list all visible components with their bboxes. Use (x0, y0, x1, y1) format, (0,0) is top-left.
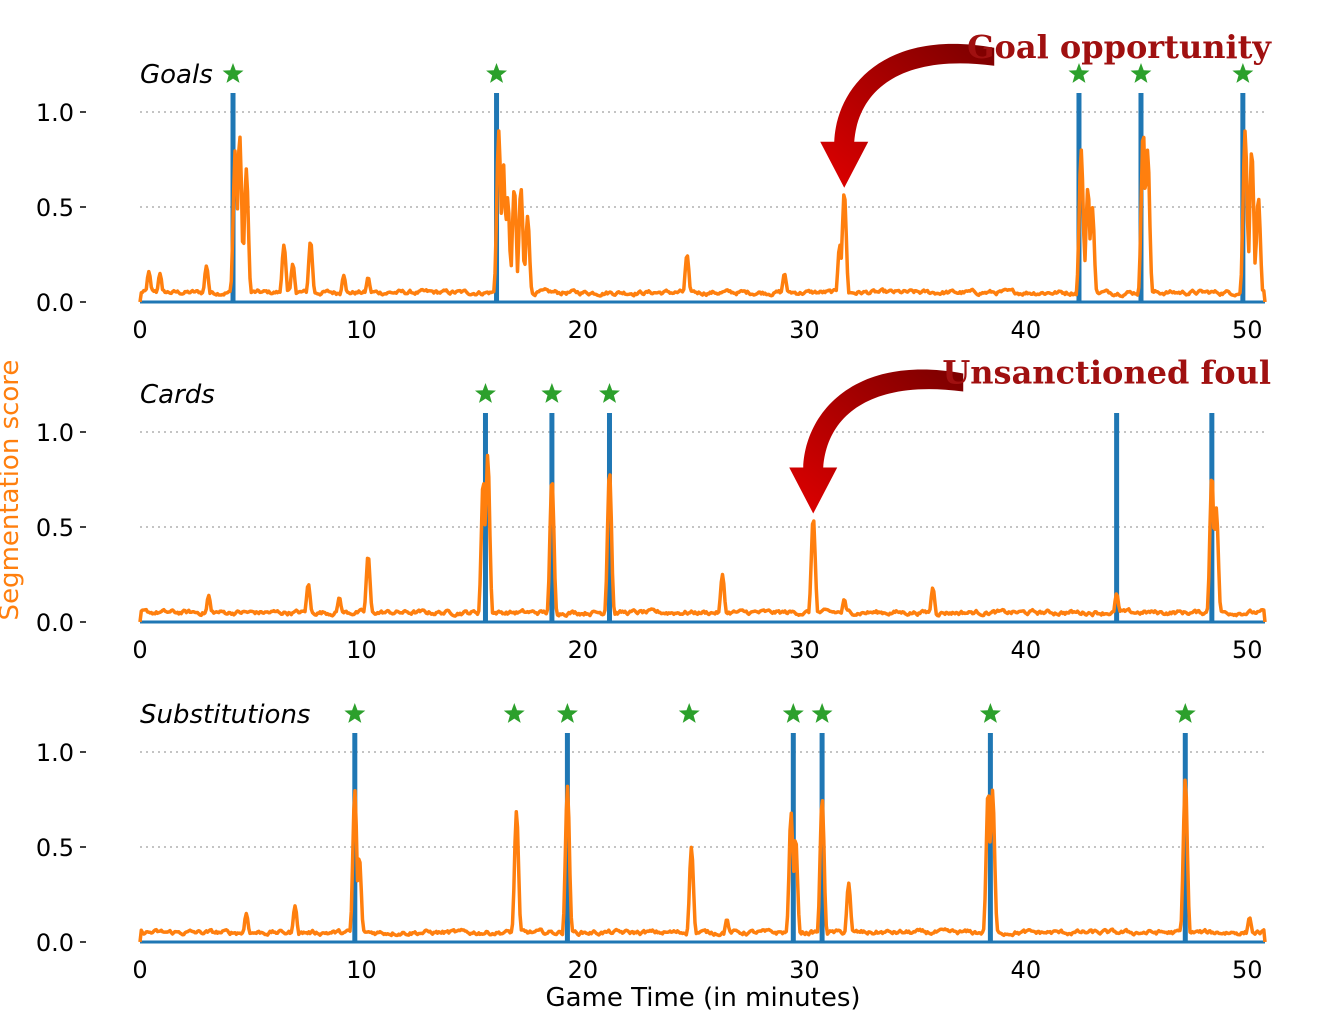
segmentation-score-line (138, 129, 1267, 303)
prediction-star (1068, 63, 1090, 83)
x-tick-label: 0 (132, 636, 147, 664)
y-tick-label: 0.0 (36, 609, 74, 637)
segmentation-score-line (138, 453, 1267, 623)
panel-title: Substitutions (140, 700, 310, 730)
panel-cards: 0.0 0.5 1.0 0 10 20 30 40 50 Cards (36, 380, 1267, 664)
y-tick-label: 0.5 (36, 514, 74, 542)
annotations-layer: Goal opportunity Unsanctioned foul (789, 28, 1272, 514)
x-tick-label: 40 (1011, 956, 1042, 984)
x-tick-label: 40 (1011, 316, 1042, 344)
panel-substitutions: 0.0 0.5 1.0 0 10 20 30 40 50 Substitutions (36, 700, 1267, 984)
x-tick-label: 30 (789, 956, 820, 984)
x-tick-label: 30 (789, 316, 820, 344)
panel-title: Cards (140, 380, 215, 410)
prediction-star (486, 63, 507, 83)
prediction-star (344, 703, 366, 723)
x-tick-label: 10 (346, 636, 377, 664)
x-tick-label: 40 (1011, 636, 1042, 664)
y-tick-label: 1.0 (36, 99, 74, 127)
y-tick-label: 0.5 (36, 194, 74, 222)
prediction-star (556, 703, 578, 723)
y-tick-label: 0.0 (36, 929, 74, 957)
x-tick-label: 10 (346, 956, 377, 984)
x-axis-label: Game Time (in minutes) (545, 983, 860, 1013)
prediction-star (678, 703, 700, 723)
annotation: Goal opportunity (820, 28, 1272, 188)
x-tick-label: 50 (1232, 636, 1263, 664)
prediction-star (1130, 63, 1152, 83)
y-tick-label: 1.0 (36, 419, 74, 447)
prediction-star (1232, 63, 1254, 83)
annotation-label: Goal opportunity (967, 28, 1272, 66)
x-tick-label: 50 (1232, 956, 1263, 984)
prediction-star (541, 383, 563, 403)
x-tick-label: 10 (346, 316, 377, 344)
prediction-star (503, 703, 525, 723)
prediction-star (1174, 703, 1196, 723)
annotation-arrow (820, 43, 995, 188)
x-tick-label: 30 (789, 636, 820, 664)
prediction-star (811, 703, 833, 723)
x-tick-label: 20 (568, 636, 599, 664)
x-tick-label: 50 (1232, 316, 1263, 344)
y-axis-label: Segmentation score (0, 360, 25, 621)
x-tick-label: 0 (132, 316, 147, 344)
x-tick-label: 20 (568, 316, 599, 344)
annotation: Unsanctioned foul (789, 354, 1271, 514)
prediction-star (222, 63, 244, 83)
panel-title: Goals (140, 60, 213, 90)
prediction-star (599, 383, 620, 403)
segmentation-score-line (138, 778, 1267, 943)
panels-layer: 0.0 0.5 1.0 0 10 20 30 40 50 Goals 0.0 0.5 1.0 0 10 20 3… (36, 60, 1267, 984)
y-tick-label: 1.0 (36, 739, 74, 767)
x-tick-label: 20 (568, 956, 599, 984)
y-tick-label: 0.0 (36, 289, 74, 317)
annotation-arrow (789, 369, 964, 514)
prediction-star (782, 703, 804, 723)
annotation-label: Unsanctioned foul (942, 354, 1271, 392)
panel-goals: 0.0 0.5 1.0 0 10 20 30 40 50 Goals (36, 60, 1267, 344)
prediction-star (475, 383, 496, 403)
y-tick-label: 0.5 (36, 834, 74, 862)
x-tick-label: 0 (132, 956, 147, 984)
prediction-star (979, 703, 1001, 723)
